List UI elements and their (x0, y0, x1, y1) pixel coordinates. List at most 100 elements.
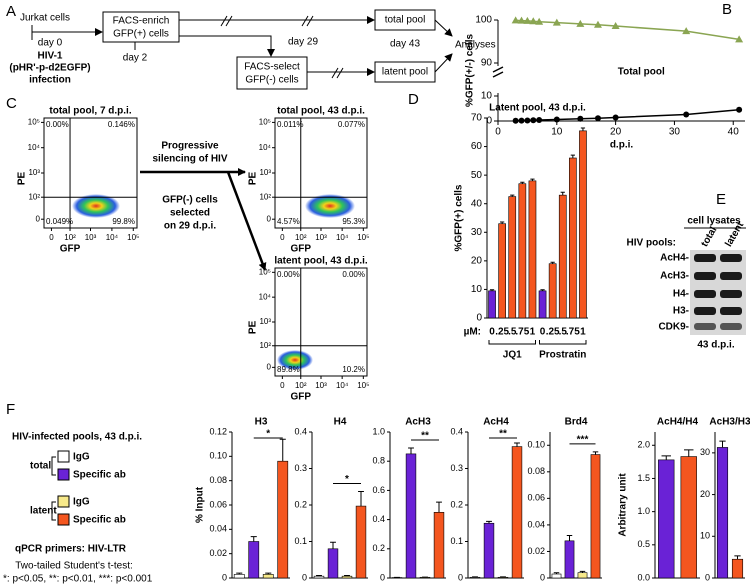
x-tick-label: 10⁵ (357, 233, 369, 242)
x-tick-label: 10⁴ (106, 233, 119, 242)
bar (233, 574, 245, 579)
point (576, 19, 585, 27)
point (511, 16, 520, 24)
x-axis-label: GFP (60, 244, 81, 255)
point (512, 117, 519, 124)
quadrant-value: 0.011% (277, 120, 304, 129)
y-tick-label: 20 (700, 489, 710, 499)
error-bar (520, 181, 525, 184)
x-tick-label: .5 (508, 327, 517, 338)
point (530, 117, 537, 124)
x-tick-label: 20 (610, 127, 622, 138)
legend-note: Two-tailed Student's t-test: (15, 561, 133, 572)
point (594, 115, 601, 122)
y-tick-label: 0.1 (294, 536, 307, 546)
y-tick-label: 0.4 (294, 426, 307, 436)
error-bar (250, 536, 257, 542)
y-tick-label: 30 (471, 227, 483, 238)
x-tick-label: 10⁴ (336, 233, 349, 242)
bar (483, 522, 495, 579)
row-label: AcH4- (660, 253, 689, 264)
error-bar (510, 194, 515, 197)
annotation: Total pool (618, 67, 665, 78)
error-bar (540, 289, 545, 291)
y-tick-label: 0 (36, 214, 41, 223)
y-tick-label: 0.08 (527, 466, 545, 476)
group-bracket (539, 340, 587, 345)
error-bar (316, 574, 322, 577)
y-tick-label: 10⁴ (28, 143, 41, 152)
y-axis-label: Arbitrary unit (618, 473, 629, 537)
diagram-text: FACS-select (244, 62, 300, 73)
x-tick-label: 10³ (315, 233, 327, 242)
bar (577, 572, 588, 579)
y-tick-label: 0.12 (209, 426, 227, 436)
error-bar (330, 541, 336, 549)
bar (327, 548, 339, 579)
x-tick-label: 1 (530, 327, 536, 338)
quadrant-value: 0.00% (342, 270, 365, 279)
y-tick-label: 10³ (28, 168, 40, 177)
note: selected (170, 208, 210, 219)
diagram-text: Jurkat cells (20, 13, 70, 24)
point (735, 35, 744, 43)
y-tick-label: 10⁴ (259, 292, 272, 301)
box (102, 11, 180, 43)
diagram-text: day 43 (390, 39, 420, 50)
x-tick-label: 10² (64, 233, 76, 242)
x-tick-label: 40 (728, 127, 740, 138)
diagram-text: (pHR'-p-d2EGFP) (9, 63, 90, 74)
x-tick-label: .25 (546, 327, 560, 338)
y-tick-label: 0 (476, 313, 482, 324)
break-mark (331, 67, 344, 79)
y-tick-label: 0 (302, 572, 307, 582)
quadrant-value: 99.8% (112, 217, 135, 226)
bar (277, 460, 289, 579)
series-line (515, 19, 740, 41)
row-label: H3- (673, 306, 689, 317)
error-bar (500, 221, 505, 224)
point (683, 111, 690, 118)
bar (248, 541, 260, 579)
chart-title: AcH4/H4 (657, 417, 699, 428)
error-bar (553, 572, 560, 575)
bar (680, 456, 697, 579)
quadrant-value: 89.8% (277, 365, 300, 374)
note: GFP(-) cells (162, 195, 218, 206)
note: on 29 d.p.i. (164, 221, 216, 232)
significance-label: ** (421, 431, 429, 442)
error-bar (719, 440, 726, 448)
y-tick-label: 0 (540, 572, 545, 582)
group-bracket (488, 340, 536, 345)
arrow (434, 53, 453, 73)
note: silencing of HIV (152, 154, 227, 165)
bar (558, 194, 567, 319)
significance-label: *** (577, 435, 589, 446)
bar (569, 157, 577, 319)
chart-title: AcH3/H3 (709, 417, 750, 428)
significance-label: ** (499, 429, 507, 440)
error-bar (566, 535, 573, 541)
y-tick-label: 0.4 (372, 514, 385, 524)
point (682, 27, 691, 35)
y-tick-label: 1.0 (637, 506, 650, 516)
x-tick-label: 10 (551, 127, 563, 138)
y-tick-label: 0.4 (450, 426, 463, 436)
diagram-text: infection (29, 75, 71, 86)
quadrant-value: 0.049% (46, 217, 73, 226)
group-label: Prostratin (539, 350, 586, 361)
blot-header: cell lysates (687, 216, 741, 227)
y-tick-label: 0 (267, 362, 272, 371)
error-bar (734, 555, 741, 560)
band (720, 323, 742, 330)
density-cloud (305, 194, 355, 218)
x-tick-label: 1 (580, 327, 586, 338)
x-tick-label: 0 (280, 381, 285, 390)
bracket (51, 501, 56, 521)
point (577, 115, 584, 122)
bar (551, 573, 562, 579)
band (694, 290, 716, 298)
error-bar (486, 520, 492, 524)
quadrant-value: 0.00% (46, 120, 69, 129)
blot-footer: 43 d.p.i. (697, 340, 734, 351)
